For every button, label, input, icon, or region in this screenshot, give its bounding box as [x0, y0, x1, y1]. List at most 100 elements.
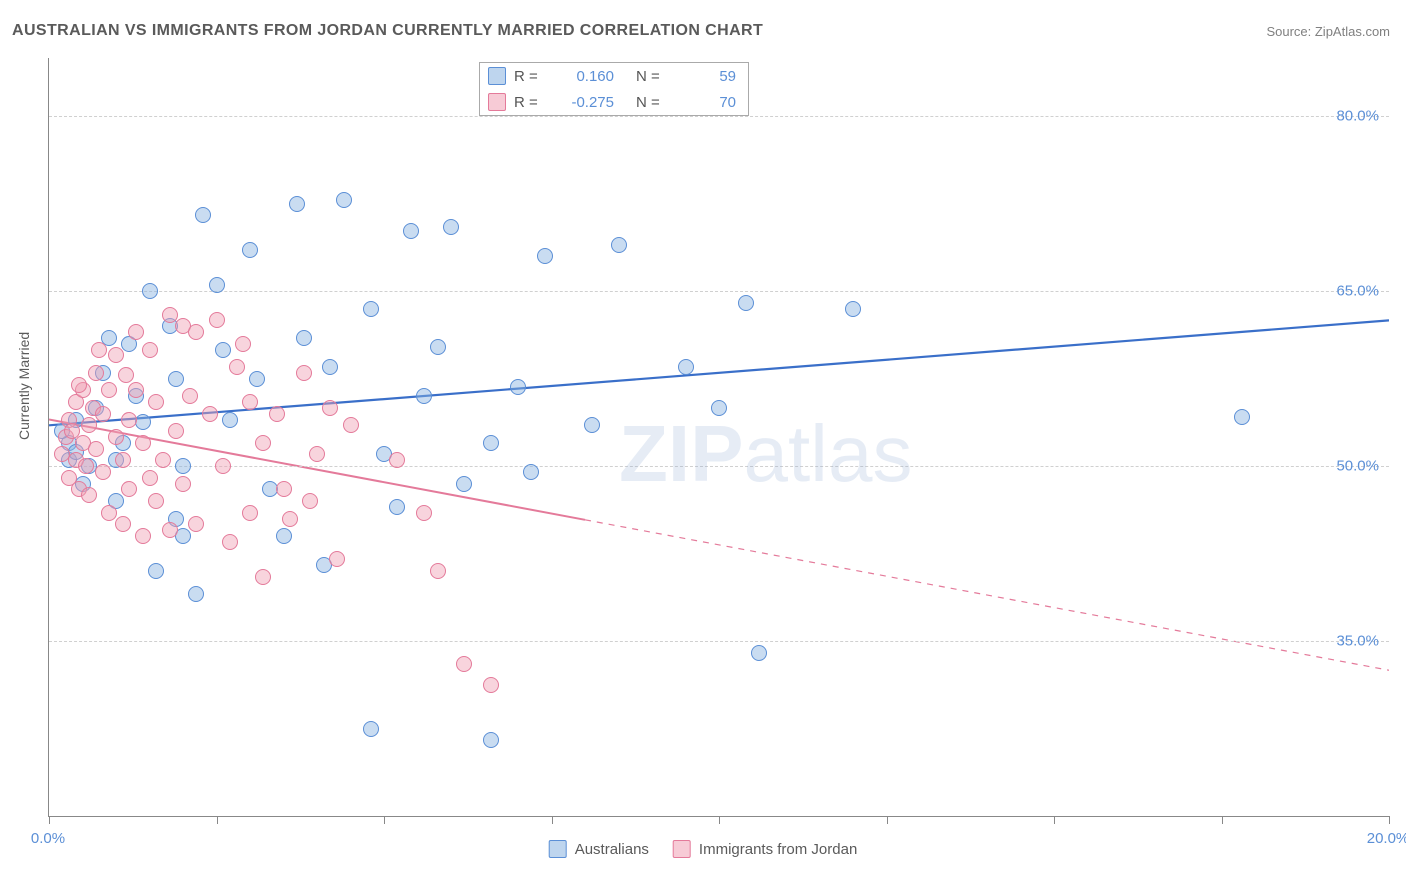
- point-australians: [483, 732, 499, 748]
- legend-row: R = -0.275N = 70: [480, 89, 748, 115]
- point-jordan: [155, 452, 171, 468]
- point-australians: [249, 371, 265, 387]
- gridline-h: [49, 291, 1389, 292]
- point-australians: [195, 207, 211, 223]
- point-australians: [242, 242, 258, 258]
- point-australians: [678, 359, 694, 375]
- x-tick: [49, 816, 50, 824]
- point-australians: [510, 379, 526, 395]
- legend-r-value: -0.275: [558, 94, 614, 111]
- point-jordan: [162, 522, 178, 538]
- point-jordan: [255, 569, 271, 585]
- x-tick: [1054, 816, 1055, 824]
- legend-n-label: N =: [636, 68, 672, 85]
- gridline-h: [49, 466, 1389, 467]
- legend-label: Immigrants from Jordan: [699, 841, 857, 858]
- point-jordan: [142, 342, 158, 358]
- point-australians: [363, 301, 379, 317]
- point-jordan: [343, 417, 359, 433]
- point-australians: [135, 414, 151, 430]
- legend-swatch: [549, 840, 567, 858]
- point-australians: [537, 248, 553, 264]
- point-jordan: [188, 324, 204, 340]
- x-tick: [217, 816, 218, 824]
- point-jordan: [456, 656, 472, 672]
- point-jordan: [81, 487, 97, 503]
- point-jordan: [148, 394, 164, 410]
- point-australians: [209, 277, 225, 293]
- point-jordan: [202, 406, 218, 422]
- point-jordan: [235, 336, 251, 352]
- point-jordan: [135, 528, 151, 544]
- legend-n-label: N =: [636, 94, 672, 111]
- point-jordan: [430, 563, 446, 579]
- point-jordan: [322, 400, 338, 416]
- point-australians: [148, 563, 164, 579]
- x-tick: [719, 816, 720, 824]
- x-tick: [384, 816, 385, 824]
- point-jordan: [188, 516, 204, 532]
- point-australians: [443, 219, 459, 235]
- x-tick-label: 20.0%: [1367, 830, 1406, 847]
- point-jordan: [276, 481, 292, 497]
- point-australians: [711, 400, 727, 416]
- point-jordan: [296, 365, 312, 381]
- y-tick-label: 65.0%: [1336, 283, 1379, 300]
- point-australians: [751, 645, 767, 661]
- point-australians: [188, 586, 204, 602]
- point-jordan: [95, 406, 111, 422]
- point-jordan: [95, 464, 111, 480]
- point-australians: [296, 330, 312, 346]
- point-australians: [142, 283, 158, 299]
- legend-n-value: 59: [680, 68, 736, 85]
- point-jordan: [78, 458, 94, 474]
- x-tick: [1222, 816, 1223, 824]
- legend-r-label: R =: [514, 94, 550, 111]
- point-jordan: [242, 394, 258, 410]
- point-jordan: [101, 382, 117, 398]
- point-australians: [403, 223, 419, 239]
- point-australians: [289, 196, 305, 212]
- plot-area: 35.0%50.0%65.0%80.0%ZIPatlasR = 0.160N =…: [48, 58, 1389, 817]
- point-jordan: [302, 493, 318, 509]
- point-jordan: [115, 452, 131, 468]
- regression-lines-layer: [49, 58, 1389, 816]
- watermark: ZIPatlas: [619, 408, 912, 500]
- point-jordan: [282, 511, 298, 527]
- point-jordan: [162, 307, 178, 323]
- point-australians: [738, 295, 754, 311]
- point-jordan: [229, 359, 245, 375]
- point-australians: [584, 417, 600, 433]
- legend-r-value: 0.160: [558, 68, 614, 85]
- legend-item: Australians: [549, 840, 649, 858]
- point-jordan: [416, 505, 432, 521]
- point-australians: [363, 721, 379, 737]
- point-jordan: [309, 446, 325, 462]
- point-australians: [611, 237, 627, 253]
- point-jordan: [121, 412, 137, 428]
- source-label: Source: ZipAtlas.com: [1266, 24, 1390, 39]
- point-australians: [389, 499, 405, 515]
- point-jordan: [209, 312, 225, 328]
- x-tick: [887, 816, 888, 824]
- point-jordan: [118, 367, 134, 383]
- point-jordan: [81, 417, 97, 433]
- point-jordan: [88, 365, 104, 381]
- point-australians: [430, 339, 446, 355]
- legend-item: Immigrants from Jordan: [673, 840, 857, 858]
- x-tick: [552, 816, 553, 824]
- point-australians: [168, 371, 184, 387]
- y-axis-label: Currently Married: [16, 332, 32, 440]
- y-tick-label: 80.0%: [1336, 108, 1379, 125]
- point-australians: [175, 458, 191, 474]
- point-jordan: [242, 505, 258, 521]
- gridline-h: [49, 116, 1389, 117]
- x-tick: [1389, 816, 1390, 824]
- point-jordan: [168, 423, 184, 439]
- point-australians: [215, 342, 231, 358]
- legend-swatch: [673, 840, 691, 858]
- point-jordan: [142, 470, 158, 486]
- y-tick-label: 50.0%: [1336, 458, 1379, 475]
- legend-r-label: R =: [514, 68, 550, 85]
- point-jordan: [115, 516, 131, 532]
